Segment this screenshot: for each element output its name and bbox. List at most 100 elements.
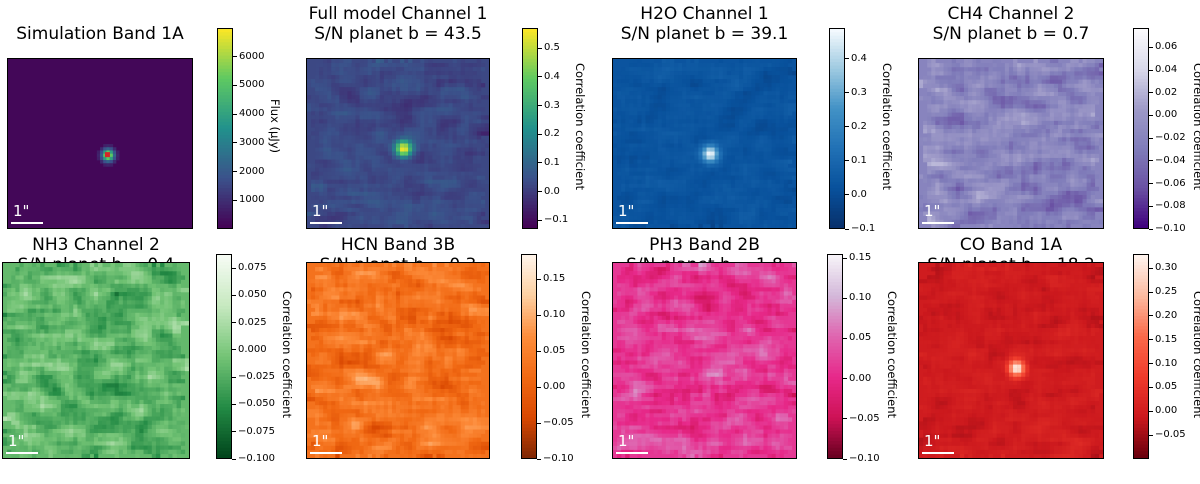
psf-pixel bbox=[109, 160, 114, 164]
heatmap-cell bbox=[1008, 162, 1014, 167]
heatmap-cell bbox=[984, 145, 989, 150]
heatmap-cell bbox=[645, 171, 650, 176]
heatmap-cell bbox=[444, 103, 449, 108]
heatmap-cell bbox=[763, 211, 768, 217]
heatmap-cell bbox=[669, 63, 675, 68]
heatmap-cell bbox=[637, 87, 642, 92]
heatmap-cell bbox=[428, 163, 433, 168]
heatmap-cell bbox=[480, 187, 486, 193]
heatmap-cell bbox=[988, 91, 993, 97]
heatmap-cell bbox=[617, 215, 622, 221]
heatmap-cell bbox=[702, 183, 707, 189]
heatmap-cell bbox=[722, 143, 728, 148]
heatmap-cell bbox=[319, 63, 324, 68]
heatmap-cell bbox=[735, 195, 740, 201]
heatmap-cell bbox=[645, 167, 650, 172]
heatmap-cell bbox=[339, 187, 344, 193]
heatmap-cell bbox=[980, 170, 985, 175]
heatmap-cell bbox=[408, 155, 413, 160]
heatmap-cell bbox=[637, 79, 642, 84]
heatmap-cell bbox=[1090, 129, 1096, 134]
heatmap-cell bbox=[480, 147, 486, 152]
heatmap-cell bbox=[1062, 137, 1067, 142]
heatmap-cell bbox=[674, 135, 679, 140]
heatmap-cell bbox=[1053, 91, 1059, 97]
heatmap-cell bbox=[395, 123, 401, 128]
heatmap-cell bbox=[1053, 145, 1059, 150]
heatmap-cell bbox=[371, 187, 377, 193]
heatmap-cell bbox=[702, 155, 707, 160]
heatmap-cell bbox=[436, 131, 441, 136]
heatmap-cell bbox=[1049, 120, 1055, 126]
heatmap-cell bbox=[1053, 63, 1059, 68]
heatmap-cell bbox=[363, 63, 368, 68]
heatmap-cell bbox=[371, 151, 377, 156]
heatmap-cell bbox=[706, 175, 711, 180]
heatmap-cell bbox=[436, 71, 441, 76]
heatmap-cell bbox=[613, 115, 618, 120]
heatmap-cell bbox=[633, 147, 638, 152]
heatmap-cell bbox=[347, 123, 352, 128]
heatmap-cell bbox=[682, 83, 687, 88]
heatmap-cell bbox=[424, 219, 429, 225]
heatmap-cell bbox=[992, 91, 997, 97]
heatmap-cell bbox=[641, 131, 646, 136]
heatmap-cell bbox=[1090, 162, 1096, 167]
heatmap-cell bbox=[436, 87, 441, 92]
heatmap-cell bbox=[387, 95, 393, 100]
heatmap-cell bbox=[927, 133, 932, 138]
colorbar-segment bbox=[523, 201, 537, 206]
heatmap-cell bbox=[404, 167, 409, 172]
heatmap-cell bbox=[617, 123, 622, 128]
heatmap-cell bbox=[420, 83, 425, 88]
heatmap-cell bbox=[674, 111, 679, 116]
heatmap-cell bbox=[464, 127, 470, 132]
heatmap-cell bbox=[1074, 166, 1079, 171]
heatmap-cell bbox=[706, 75, 711, 80]
heatmap-cell bbox=[379, 87, 385, 92]
heatmap-cell bbox=[702, 167, 707, 172]
heatmap-cell bbox=[775, 71, 780, 76]
heatmap-cell bbox=[400, 187, 405, 193]
heatmap-cell bbox=[1058, 71, 1063, 76]
heatmap-cell bbox=[359, 207, 364, 213]
heatmap-cell bbox=[363, 195, 368, 201]
heatmap-cell bbox=[476, 147, 482, 152]
heatmap-cell bbox=[963, 79, 969, 84]
heatmap-cell bbox=[730, 175, 736, 180]
heatmap-cell bbox=[992, 67, 997, 72]
heatmap-cell bbox=[1086, 87, 1091, 93]
heatmap-cell bbox=[702, 123, 707, 128]
heatmap-cell bbox=[391, 67, 397, 72]
heatmap-cell bbox=[476, 211, 482, 217]
heatmap-cell bbox=[992, 63, 997, 68]
heatmap-cell bbox=[363, 191, 368, 197]
heatmap-cell bbox=[661, 175, 667, 180]
heatmap-cell bbox=[395, 187, 401, 193]
heatmap-cell bbox=[408, 95, 413, 100]
heatmap-cell bbox=[472, 163, 478, 168]
heatmap-cell bbox=[323, 71, 328, 76]
heatmap-cell bbox=[694, 103, 699, 108]
heatmap-cell bbox=[674, 99, 679, 104]
heatmap-cell bbox=[771, 155, 776, 160]
heatmap-cell bbox=[633, 223, 638, 228]
heatmap-cell bbox=[665, 83, 671, 88]
heatmap-cell bbox=[751, 103, 756, 108]
colorbar-segment bbox=[523, 155, 537, 159]
heatmap-cell bbox=[972, 170, 977, 175]
heatmap-cell bbox=[984, 112, 989, 117]
heatmap-cell bbox=[1058, 124, 1063, 130]
heatmap-cell bbox=[625, 195, 630, 201]
heatmap-cell bbox=[460, 79, 465, 84]
heatmap-cell bbox=[747, 87, 752, 92]
heatmap-cell bbox=[428, 203, 433, 209]
heatmap-cell bbox=[315, 187, 320, 193]
heatmap-cell bbox=[343, 139, 348, 144]
heatmap-cell bbox=[1086, 91, 1091, 97]
heatmap-cell bbox=[775, 155, 780, 160]
heatmap-cell bbox=[1086, 137, 1091, 142]
heatmap-cell bbox=[339, 127, 344, 132]
heatmap-cell bbox=[456, 111, 461, 116]
heatmap-cell bbox=[935, 100, 940, 105]
